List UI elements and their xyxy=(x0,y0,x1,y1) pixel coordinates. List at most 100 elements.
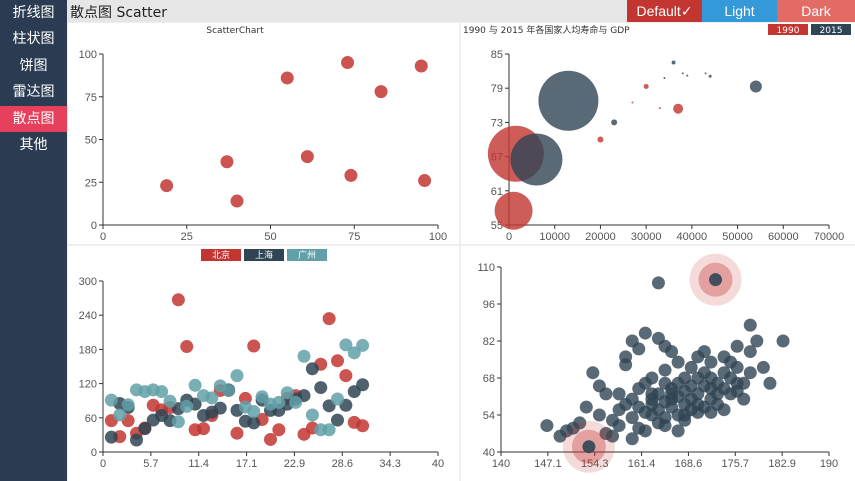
scatter-point[interactable] xyxy=(756,360,770,374)
scatter-point[interactable] xyxy=(579,400,593,414)
bubble-2015[interactable] xyxy=(663,76,666,79)
scatter-point[interactable] xyxy=(160,179,174,193)
scatter-point-北京[interactable] xyxy=(264,432,277,446)
bubble-1990[interactable] xyxy=(673,103,684,114)
scatter-point[interactable] xyxy=(418,174,432,188)
scatter-point[interactable] xyxy=(665,387,679,401)
scatter-point[interactable] xyxy=(743,318,757,332)
scatter-point-上海[interactable] xyxy=(356,378,370,392)
scatter-point[interactable] xyxy=(599,387,613,401)
scatter-point[interactable] xyxy=(704,371,718,385)
bubble-2015[interactable] xyxy=(538,70,599,131)
bubble-2015[interactable] xyxy=(671,60,676,65)
scatter-point[interactable] xyxy=(414,59,428,73)
scatter-point-上海[interactable] xyxy=(138,422,152,436)
scatter-point[interactable] xyxy=(632,342,646,356)
scatter-point-北京[interactable] xyxy=(272,423,286,437)
scatter-point-广州[interactable] xyxy=(347,346,361,360)
scatter-point[interactable] xyxy=(344,168,358,182)
scatter-point-广州[interactable] xyxy=(171,415,185,429)
highlight-point[interactable] xyxy=(709,273,723,287)
scatter-point[interactable] xyxy=(730,339,744,353)
scatter-point[interactable] xyxy=(671,355,685,369)
scatter-point[interactable] xyxy=(300,150,314,164)
bubble-2015[interactable] xyxy=(681,72,684,75)
scatter-point[interactable] xyxy=(625,432,639,446)
scatter-point-广州[interactable] xyxy=(188,378,202,392)
scatter-point[interactable] xyxy=(374,85,388,99)
theme-default-button[interactable]: Default✓ xyxy=(627,0,702,22)
scatter-point-北京[interactable] xyxy=(356,419,370,433)
scatter-point-上海[interactable] xyxy=(213,401,227,415)
scatter-point-广州[interactable] xyxy=(222,383,236,397)
scatter-point[interactable] xyxy=(341,56,355,70)
scatter-point[interactable] xyxy=(619,358,633,372)
scatter-point[interactable] xyxy=(671,424,685,438)
scatter-point[interactable] xyxy=(697,345,711,359)
bubble-1990[interactable] xyxy=(631,101,634,104)
scatter-point-广州[interactable] xyxy=(155,385,169,399)
scatter-point-北京[interactable] xyxy=(322,312,336,326)
scatter-point-广州[interactable] xyxy=(322,423,336,437)
legend-item-1990[interactable]: 1990 xyxy=(768,24,808,36)
sidebar-item-other[interactable]: 其他 xyxy=(19,137,48,153)
scatter-point-广州[interactable] xyxy=(280,386,294,400)
scatter-point[interactable] xyxy=(606,429,620,443)
scatter-point-广州[interactable] xyxy=(113,408,127,422)
scatter-point[interactable] xyxy=(586,366,600,380)
scatter-point[interactable] xyxy=(573,416,587,430)
scatter-point[interactable] xyxy=(776,334,790,348)
scatter-point[interactable] xyxy=(658,363,672,377)
scatter-point[interactable] xyxy=(658,376,672,390)
scatter-point-上海[interactable] xyxy=(314,381,328,395)
scatter-point-北京[interactable] xyxy=(331,354,344,368)
scatter-point-广州[interactable] xyxy=(205,391,219,405)
sidebar-item-radar-chart[interactable]: 雷达图 xyxy=(12,84,55,100)
scatter-point[interactable] xyxy=(592,408,606,422)
scatter-point-广州[interactable] xyxy=(180,399,194,413)
scatter-point[interactable] xyxy=(665,345,679,359)
scatter-point[interactable] xyxy=(658,411,672,425)
scatter-point[interactable] xyxy=(730,376,744,390)
bubble-1990[interactable] xyxy=(597,136,604,143)
scatter-point-北京[interactable] xyxy=(247,339,261,353)
bubble-2015[interactable] xyxy=(708,74,712,78)
scatter-point[interactable] xyxy=(743,345,757,359)
scatter-point-广州[interactable] xyxy=(163,394,177,408)
scatter-point[interactable] xyxy=(230,194,244,208)
scatter-point[interactable] xyxy=(730,360,744,374)
scatter-point-北京[interactable] xyxy=(171,293,185,307)
scatter-point[interactable] xyxy=(678,408,692,422)
scatter-point-广州[interactable] xyxy=(247,405,261,419)
legend-item-2015[interactable]: 2015 xyxy=(811,24,851,36)
scatter-point[interactable] xyxy=(717,403,731,417)
scatter-point-广州[interactable] xyxy=(104,393,118,407)
scatter-point-广州[interactable] xyxy=(272,395,286,409)
bubble-1990[interactable] xyxy=(494,191,533,230)
scatter-point[interactable] xyxy=(220,155,234,169)
scatter-point-广州[interactable] xyxy=(230,369,244,383)
scatter-point[interactable] xyxy=(704,355,718,369)
legend-item-beijing[interactable]: 北京 xyxy=(201,249,241,261)
bubble-1990[interactable] xyxy=(643,83,649,89)
legend-item-guangzhou[interactable]: 广州 xyxy=(287,249,327,261)
scatter-point[interactable] xyxy=(743,366,757,380)
scatter-point-上海[interactable] xyxy=(104,430,118,444)
scatter-point[interactable] xyxy=(717,350,731,364)
scatter-point-广州[interactable] xyxy=(121,398,135,412)
bubble-2015[interactable] xyxy=(611,119,618,126)
scatter-point-北京[interactable] xyxy=(197,422,210,436)
scatter-point-广州[interactable] xyxy=(297,349,311,363)
scatter-point-广州[interactable] xyxy=(339,338,353,352)
scatter-point-北京[interactable] xyxy=(339,369,353,383)
scatter-point[interactable] xyxy=(645,371,659,385)
scatter-point[interactable] xyxy=(625,411,639,425)
scatter-point[interactable] xyxy=(612,387,626,401)
scatter-point-广州[interactable] xyxy=(255,390,269,404)
scatter-point[interactable] xyxy=(737,392,751,406)
scatter-point[interactable] xyxy=(638,424,652,438)
scatter-point[interactable] xyxy=(645,387,659,401)
bubble-2015[interactable] xyxy=(704,72,707,75)
scatter-point[interactable] xyxy=(763,376,777,390)
scatter-point-上海[interactable] xyxy=(305,362,319,376)
